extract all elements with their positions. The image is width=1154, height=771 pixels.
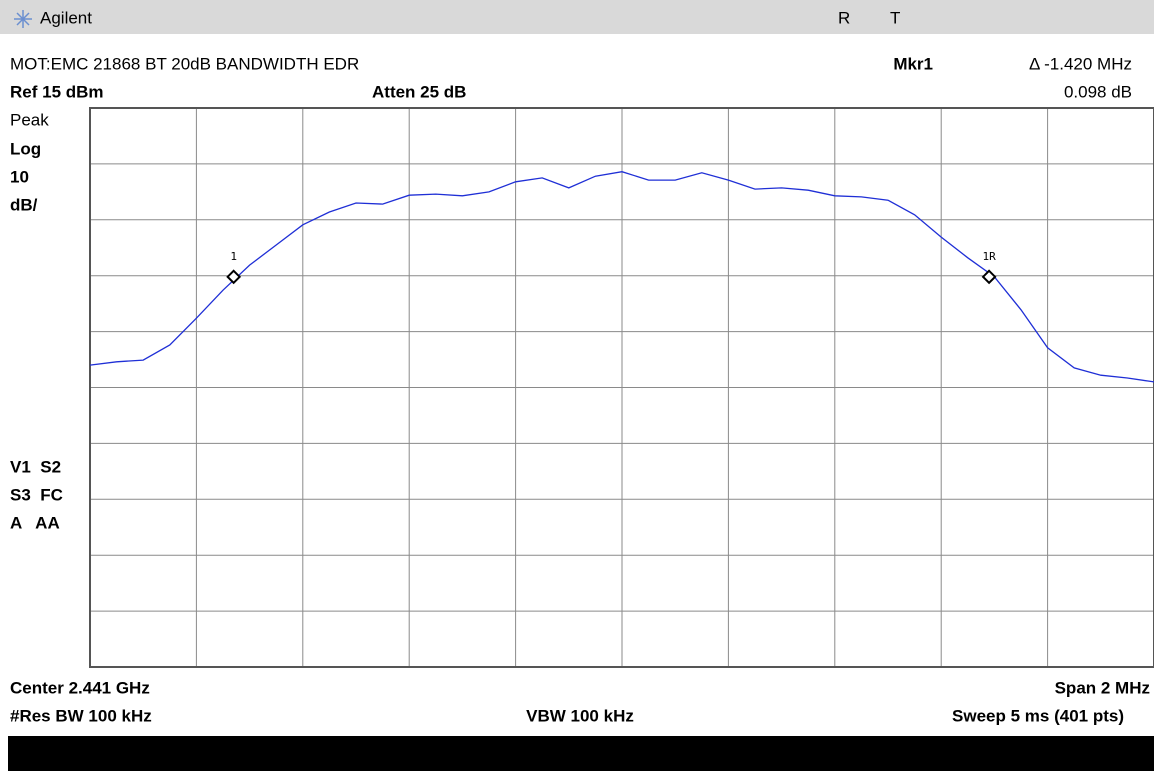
vbw: VBW 100 kHz (526, 706, 634, 725)
span: Span 2 MHz (1055, 678, 1150, 697)
message-bar (8, 736, 1154, 771)
detector: Peak (10, 110, 49, 129)
trace-title: MOT:EMC 21868 BT 20dB BANDWIDTH EDR (10, 54, 359, 73)
graticule (90, 108, 1154, 667)
title-bar (0, 0, 1154, 34)
rbw: #Res BW 100 kHz (10, 706, 152, 725)
brand: Agilent (40, 8, 92, 27)
scale-value: 10 (10, 167, 29, 186)
marker (981, 269, 997, 285)
status-label: V1 S2 (10, 457, 61, 476)
marker-level: 0.098 dB (1064, 82, 1132, 101)
marker (226, 269, 242, 285)
status-label: A AA (10, 513, 60, 532)
status-t: T (890, 8, 900, 27)
marker-delta: Δ -1.420 MHz (1029, 54, 1132, 73)
plot-frame (89, 107, 1154, 668)
logo (14, 10, 32, 28)
scale-unit: dB/ (10, 195, 38, 214)
status-r: R (838, 8, 850, 27)
ref-level: Ref 15 dBm (10, 82, 104, 101)
sweep: Sweep 5 ms (401 pts) (952, 706, 1124, 725)
trace (89, 171, 1154, 383)
attenuation: Atten 25 dB (372, 82, 466, 101)
marker-label: 1R (982, 250, 996, 263)
status-label: S3 FC (10, 485, 63, 504)
marker-label: 1 (230, 250, 237, 263)
marker-name: Mkr1 (893, 54, 933, 73)
scale-type: Log (10, 139, 41, 158)
center-freq: Center 2.441 GHz (10, 678, 150, 697)
